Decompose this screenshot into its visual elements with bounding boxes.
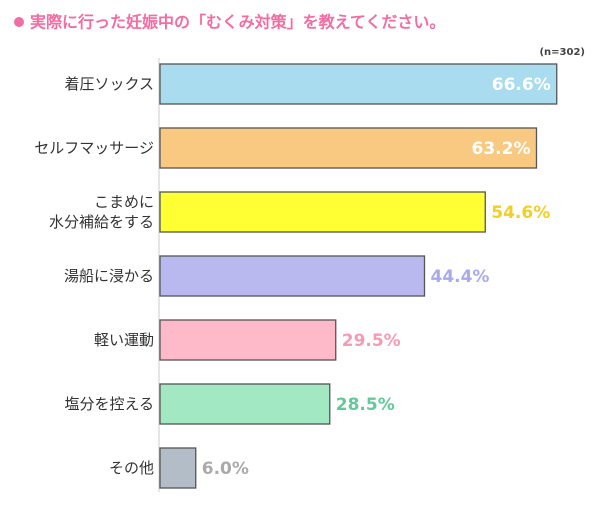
category-label: セルフマッサージ	[34, 139, 154, 157]
value-label: 6.0%	[202, 459, 249, 479]
bar	[159, 191, 486, 233]
bar	[159, 383, 331, 425]
title-bullet	[14, 17, 24, 27]
value-label: 66.6%	[492, 75, 551, 95]
category-label: 着圧ソックス	[64, 75, 154, 93]
category-label: 湯船に浸かる	[63, 267, 154, 285]
value-label: 54.6%	[491, 203, 550, 223]
bar	[159, 63, 558, 105]
bar	[159, 447, 197, 489]
category-label: 軽い運動	[93, 331, 154, 349]
value-label: 63.2%	[472, 139, 531, 159]
bar	[159, 127, 538, 169]
category-label: こまめに 水分補給をする	[48, 193, 154, 231]
bar	[159, 319, 337, 361]
category-label: 塩分を控える	[64, 395, 154, 413]
value-label: 44.4%	[430, 267, 489, 287]
value-label: 28.5%	[336, 395, 395, 415]
sample-note: (n=302)	[539, 47, 585, 58]
chart-title: 実際に行った妊娠中の「むくみ対策」を教えてください。	[30, 13, 445, 32]
bar	[159, 255, 426, 297]
value-label: 29.5%	[342, 331, 401, 351]
category-label: その他	[108, 459, 154, 477]
